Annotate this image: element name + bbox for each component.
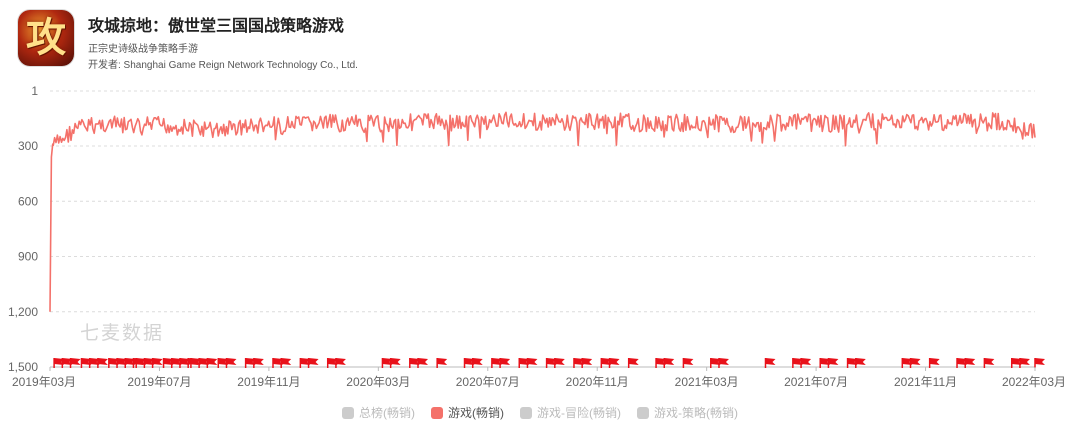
legend-label: 游戏(畅销) [448,406,504,420]
update-flag-icon[interactable] [151,358,163,368]
x-tick-label: 2019年07月 [127,375,191,389]
y-tick-label: 1,200 [8,305,38,319]
update-flag-icon[interactable] [909,358,921,368]
update-flag-icon[interactable] [983,358,995,368]
update-flag-icon[interactable] [307,358,319,368]
update-flag-icon[interactable] [499,358,511,368]
update-flag-icon[interactable] [554,358,565,368]
watermark: 七麦数据 [80,322,164,344]
update-flag-icon[interactable] [855,358,866,368]
legend-item[interactable]: 游戏-冒险(畅销) [520,404,621,421]
update-flag-icon[interactable] [928,358,940,368]
update-flag-icon[interactable] [225,358,237,368]
legend-item[interactable]: 游戏(畅销) [431,404,504,421]
app-title: 攻城掠地：傲世堂三国国战策略游戏 [88,18,345,35]
update-flag-icon[interactable] [718,358,729,368]
update-flag-icon[interactable] [1034,358,1045,368]
chart-legend: 总榜(畅销) 游戏(畅销) 游戏-冒险(畅销) 游戏-策略(畅销) [0,404,1080,421]
update-flag-icon[interactable] [471,358,483,368]
update-flag-icon[interactable] [800,358,812,368]
update-flag-icon[interactable] [608,358,620,368]
update-flag-icon[interactable] [389,358,401,368]
rank-chart: 1 300 600 900 1,200 1,500 七麦数据 2019年03月 2019年07月… [8,84,1066,389]
legend-swatch [431,407,443,419]
update-flag-icon[interactable] [69,358,81,368]
app-developer: 开发者: Shanghai Game Reign Network Technol… [88,60,358,71]
update-flag-icon[interactable] [335,358,346,368]
app-icon-glyph: 攻 [26,14,66,61]
game-app-icon[interactable]: 攻 [18,10,74,66]
legend-swatch [520,407,532,419]
x-tick-label: 2020年03月 [346,375,410,389]
y-tick-label: 900 [18,250,38,264]
legend-label: 总榜(畅销) [359,406,415,420]
update-flag-icon[interactable] [1019,358,1030,368]
update-flag-icon[interactable] [280,358,292,368]
update-flag-icon[interactable] [627,358,639,368]
legend-item[interactable]: 游戏-策略(畅销) [637,404,738,421]
app-subtitle: 正宗史诗级战争策略手游 [88,44,198,55]
update-flag-icon[interactable] [253,358,264,368]
x-tick-label: 2019年11月 [237,375,300,389]
x-tick-label: 2021年03月 [675,375,739,389]
update-flag-icon[interactable] [682,358,694,368]
app-header: 攻 攻城掠地：傲世堂三国国战策略游戏 正宗史诗级战争策略手游 开发者: Shan… [18,10,718,71]
update-flag-icon[interactable] [764,358,776,368]
update-flag-icon[interactable] [663,358,675,368]
y-tick-label: 1,500 [8,360,38,374]
x-tick-label: 2019年03月 [12,375,76,389]
y-tick-label: 1 [31,84,38,98]
y-tick-label: 300 [18,139,38,153]
update-flag-icon[interactable] [964,358,976,368]
update-flag-icon[interactable] [436,358,448,368]
update-flag-icon[interactable] [417,358,429,368]
legend-label: 游戏-冒险(畅销) [537,406,621,420]
x-tick-label: 2020年11月 [566,375,629,389]
y-tick-label: 600 [18,194,38,208]
legend-swatch [637,407,649,419]
update-flag-icon[interactable] [526,358,538,368]
legend-label: 游戏-策略(畅销) [654,406,738,420]
update-flag-icon[interactable] [206,358,218,368]
x-tick-label: 2021年11月 [894,375,957,389]
update-flag-icon[interactable] [827,358,839,368]
x-tick-label: 2022年03月 [1002,375,1066,389]
legend-swatch [342,407,354,419]
x-tick-label: 2020年07月 [456,375,520,389]
x-tick-label: 2021年07月 [784,375,848,389]
series-line-game-grossing [49,111,1036,312]
update-flag-icon[interactable] [97,358,108,368]
update-flag-icon[interactable] [581,358,593,368]
legend-item[interactable]: 总榜(畅销) [342,404,415,421]
